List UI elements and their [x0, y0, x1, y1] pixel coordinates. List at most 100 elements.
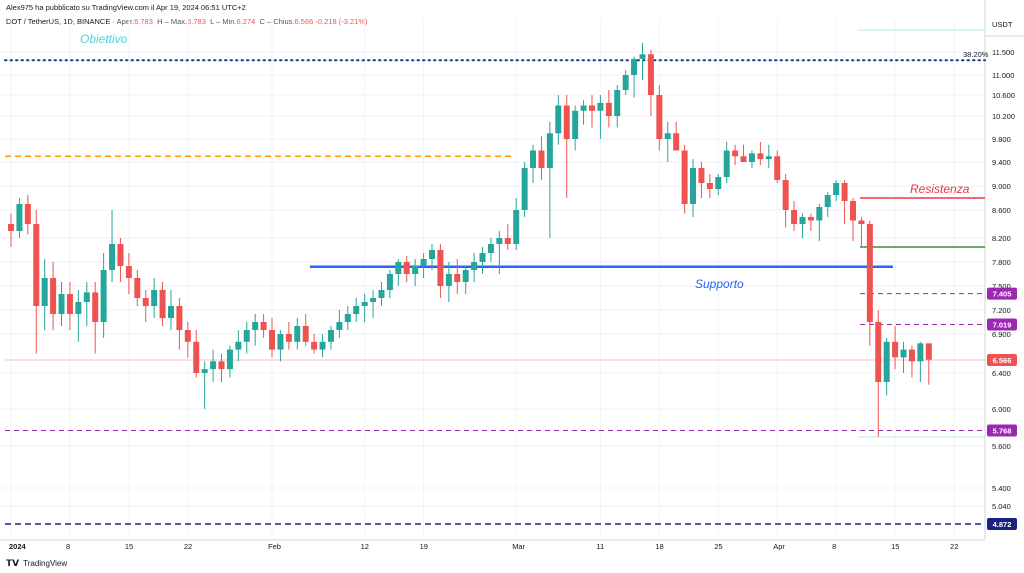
- candle-body-up: [100, 270, 107, 322]
- candle-body-up: [824, 195, 831, 207]
- candle-body-down: [774, 156, 781, 180]
- price-tick-label: 9.000: [992, 182, 1011, 191]
- open-label: Aper.: [116, 17, 135, 26]
- current-price-pill: [987, 354, 1017, 367]
- price-tick-label: 5.040: [992, 502, 1011, 511]
- candle-body-down: [504, 238, 511, 244]
- candle-body-down: [681, 150, 688, 204]
- target-label: Obiettivo: [80, 32, 128, 46]
- time-tick-label: 8: [66, 542, 70, 551]
- candle-body-down: [260, 322, 267, 330]
- price-4872-pill-label: 4.872: [993, 520, 1012, 529]
- candle-body-down: [706, 183, 713, 189]
- change-value: -0.218 (-3.21%): [315, 17, 368, 26]
- candle-body-up: [370, 298, 377, 302]
- candle-body-down: [858, 220, 865, 224]
- time-tick-label: Feb: [268, 542, 281, 551]
- candle-body-down: [66, 294, 73, 314]
- close-prefix: Chius.: [273, 17, 295, 26]
- tradingview-logo-icon: 𝗧𝗩: [6, 558, 20, 568]
- candle-body-down: [588, 105, 595, 111]
- candle-body-up: [555, 105, 562, 134]
- candle-body-up: [631, 58, 638, 75]
- price-tick-label: 8.600: [992, 206, 1011, 215]
- candle-body-down: [732, 150, 739, 157]
- candle-body-down: [757, 153, 764, 160]
- candle-body-down: [302, 326, 309, 342]
- candle-body-down: [125, 266, 132, 278]
- candle-body-up: [243, 330, 250, 342]
- candle-body-up: [420, 259, 427, 266]
- candle-body-down: [782, 180, 789, 210]
- candle-body-up: [513, 210, 520, 244]
- price-tick-label: 7.500: [992, 282, 1011, 291]
- candle-body-down: [193, 341, 200, 373]
- time-tick-label: 15: [125, 542, 133, 551]
- candle-body-down: [311, 341, 318, 350]
- candle-body-up: [75, 302, 82, 314]
- candle-body-up: [883, 341, 890, 382]
- candle-body-down: [605, 102, 612, 116]
- candle-body-up: [690, 168, 697, 204]
- low-label: L: [210, 17, 214, 26]
- candle-body-up: [378, 290, 385, 298]
- candle-body-down: [807, 217, 814, 221]
- candle-body-up: [353, 306, 360, 314]
- candle-body-down: [673, 133, 680, 151]
- price-tick-label: 5.600: [992, 442, 1011, 451]
- time-tick-label: 18: [655, 542, 663, 551]
- candle-body-up: [252, 322, 259, 330]
- candle-body-up: [277, 334, 284, 350]
- price-tick-label: 8.200: [992, 234, 1011, 243]
- candle-body-up: [167, 306, 174, 318]
- price-tick-label: 11.500: [992, 48, 1014, 57]
- candle-body-down: [24, 204, 31, 224]
- support-label: Supporto: [695, 277, 744, 291]
- price-tick-label: 9.800: [992, 135, 1011, 144]
- candle-body-up: [58, 294, 65, 314]
- candle-body-up: [16, 204, 23, 231]
- time-tick-label: 19: [420, 542, 428, 551]
- candle-body-up: [336, 322, 343, 330]
- candle-body-up: [210, 361, 217, 370]
- price-tick-label: 10.600: [992, 91, 1015, 100]
- candle-body-down: [841, 183, 848, 201]
- high-label: H: [157, 17, 163, 26]
- close-label: C: [259, 17, 265, 26]
- candle-body-up: [530, 150, 537, 168]
- candle-body-down: [698, 168, 705, 183]
- price-4872-pill: [987, 518, 1017, 530]
- candle-body-down: [740, 156, 747, 162]
- price-tick-label: 10.200: [992, 112, 1015, 121]
- candle-body-up: [479, 253, 486, 262]
- candle-body-up: [622, 75, 629, 90]
- resistance-label: Resistenza: [910, 182, 970, 196]
- candle-body-up: [445, 274, 452, 286]
- candle-body-up: [235, 341, 242, 350]
- candle-body-up: [294, 326, 301, 342]
- low-prefix: Min.: [222, 17, 237, 26]
- candle-body-up: [361, 302, 368, 306]
- price-tick-label: 7.200: [992, 306, 1011, 315]
- candle-body-up: [833, 183, 840, 195]
- candle-body-down: [538, 150, 545, 168]
- fib-label: 38.20%: [963, 50, 989, 59]
- candle-body-up: [226, 349, 233, 370]
- candle-body-up: [83, 292, 90, 302]
- price-7405-pill-label: 7.405: [993, 290, 1012, 299]
- candle-body-up: [319, 341, 326, 350]
- candle-body-down: [908, 349, 915, 362]
- price-7405-pill: [987, 287, 1017, 300]
- brand-label: TradingView: [23, 559, 68, 568]
- candle-body-down: [647, 54, 654, 95]
- time-tick-label: 22: [950, 542, 958, 551]
- candle-body-down: [791, 210, 798, 224]
- open-value: 6.783: [134, 17, 153, 26]
- candle-body-up: [715, 177, 722, 189]
- candle-body-up: [816, 207, 823, 221]
- price-tick-label: 6.400: [992, 369, 1011, 378]
- candle-body-up: [521, 168, 528, 210]
- candle-body-down: [184, 330, 191, 342]
- candle-body-down: [142, 298, 149, 306]
